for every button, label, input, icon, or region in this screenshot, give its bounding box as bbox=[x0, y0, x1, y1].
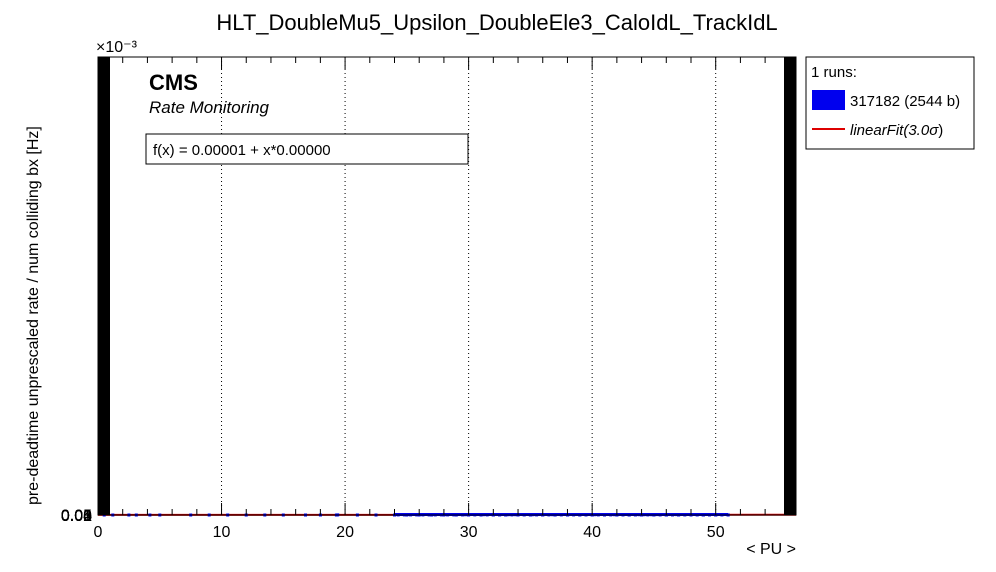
chart-title: HLT_DoubleMu5_Upsilon_DoubleEle3_CaloIdL… bbox=[216, 10, 777, 35]
plot-background bbox=[98, 57, 796, 515]
